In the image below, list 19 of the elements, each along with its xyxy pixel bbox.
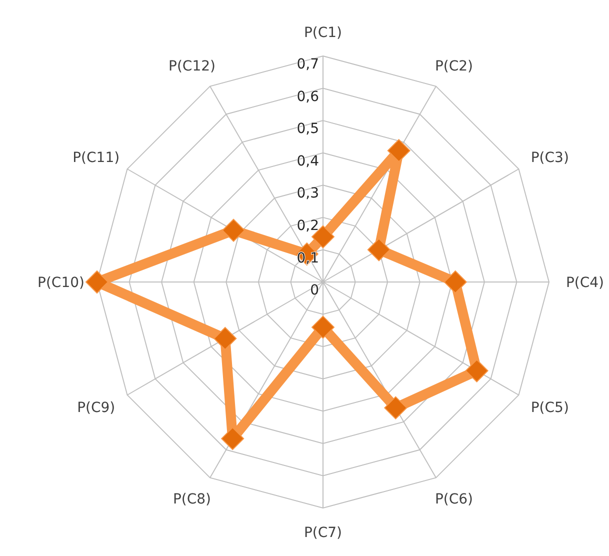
y-tick-label: 0,5 [296,121,319,138]
y-tick-label: 0,7 [296,56,319,73]
spoke-label: P(C11) [72,150,120,166]
spoke-label: P(C10) [38,274,84,291]
spoke-label: P(C2) [434,58,474,74]
spoke-label: P(C1) [304,24,342,41]
y-tick-label: 0 [310,282,319,299]
y-tick-label: 0,6 [296,88,320,105]
y-tick-label: 0,2 [296,218,319,234]
y-tick-label: 0,3 [296,186,319,202]
spoke-label: P(C8) [172,491,212,508]
spoke-label: P(C4) [566,274,604,291]
spoke-label: P(C7) [304,524,342,541]
spoke-label: P(C3) [530,150,569,166]
spoke-label: P(C5) [530,400,569,416]
spoke-label: P(C12) [168,58,216,74]
spoke-label: P(C6) [434,491,474,508]
spoke-label: P(C9) [77,400,116,416]
y-tick-label: 0,4 [296,153,320,170]
